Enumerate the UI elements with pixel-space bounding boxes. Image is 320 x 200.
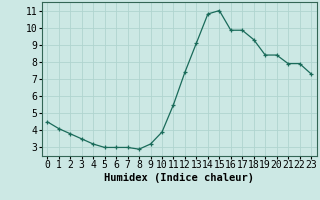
X-axis label: Humidex (Indice chaleur): Humidex (Indice chaleur) [104, 173, 254, 183]
